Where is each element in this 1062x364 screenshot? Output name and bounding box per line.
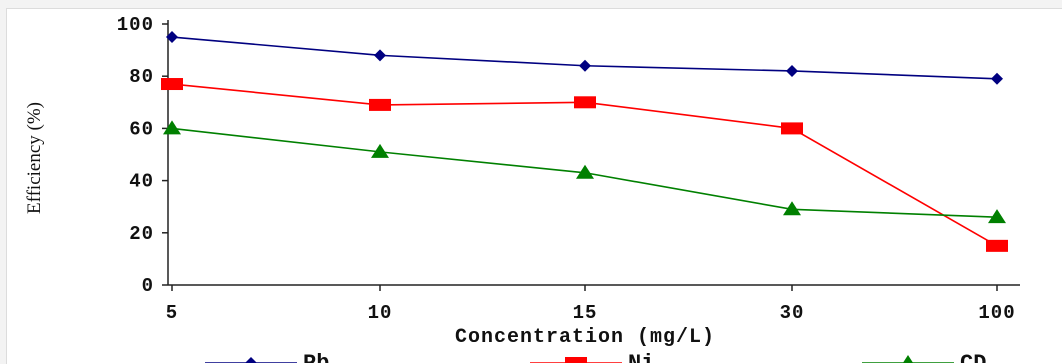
legend: Pb Ni CD (205, 351, 986, 363)
chart-frame (6, 8, 1062, 364)
data-point-pb (579, 59, 591, 72)
x-tick-label: 30 (780, 302, 805, 324)
data-point-ni (781, 122, 803, 135)
x-tick-label: 5 (166, 302, 178, 324)
data-point-cd (371, 143, 389, 158)
legend-marker-ni (565, 357, 587, 363)
x-tick-label: 15 (573, 302, 598, 324)
legend-item-pb: Pb (205, 351, 329, 363)
x-tick-label: 100 (978, 302, 1015, 324)
data-point-cd (163, 120, 181, 135)
legend-label-cd: CD (960, 351, 986, 363)
data-point-pb (166, 31, 178, 44)
axes: 0 20 40 60 80 100 5 10 15 30 100 (117, 14, 1020, 324)
y-tick-label: 20 (129, 223, 154, 245)
data-point-ni (369, 98, 391, 111)
legend-item-cd: CD (862, 351, 986, 363)
data-point-cd (783, 201, 801, 216)
series-group (161, 31, 1008, 252)
series-line-ni (171, 83, 998, 247)
y-tick-label: 40 (129, 171, 154, 193)
series-pb (166, 31, 1003, 85)
data-point-cd (988, 209, 1006, 224)
series-ni (161, 78, 1008, 252)
data-point-ni (574, 96, 596, 109)
y-axis-label: Efficiency (%) (24, 102, 45, 214)
data-point-pb (786, 64, 798, 77)
series-cd (163, 120, 1006, 224)
y-tick-label: 80 (129, 66, 154, 88)
legend-label-ni: Ni (628, 351, 654, 363)
legend-marker-cd (902, 355, 914, 363)
y-tick-label: 60 (129, 118, 154, 140)
legend-item-ni: Ni (530, 351, 654, 363)
data-point-ni (161, 78, 183, 91)
y-tick-label: 100 (117, 14, 154, 36)
data-point-pb (991, 72, 1003, 85)
data-point-ni (986, 239, 1008, 252)
legend-marker-pb (245, 357, 257, 363)
legend-label-pb: Pb (303, 351, 329, 363)
x-axis-label: Concentration (mg/L) (455, 326, 715, 349)
data-point-cd (576, 164, 594, 179)
y-tick-label: 0 (142, 275, 154, 297)
data-point-pb (374, 49, 386, 62)
series-line-pb (171, 36, 998, 80)
x-tick-label: 10 (368, 302, 393, 324)
